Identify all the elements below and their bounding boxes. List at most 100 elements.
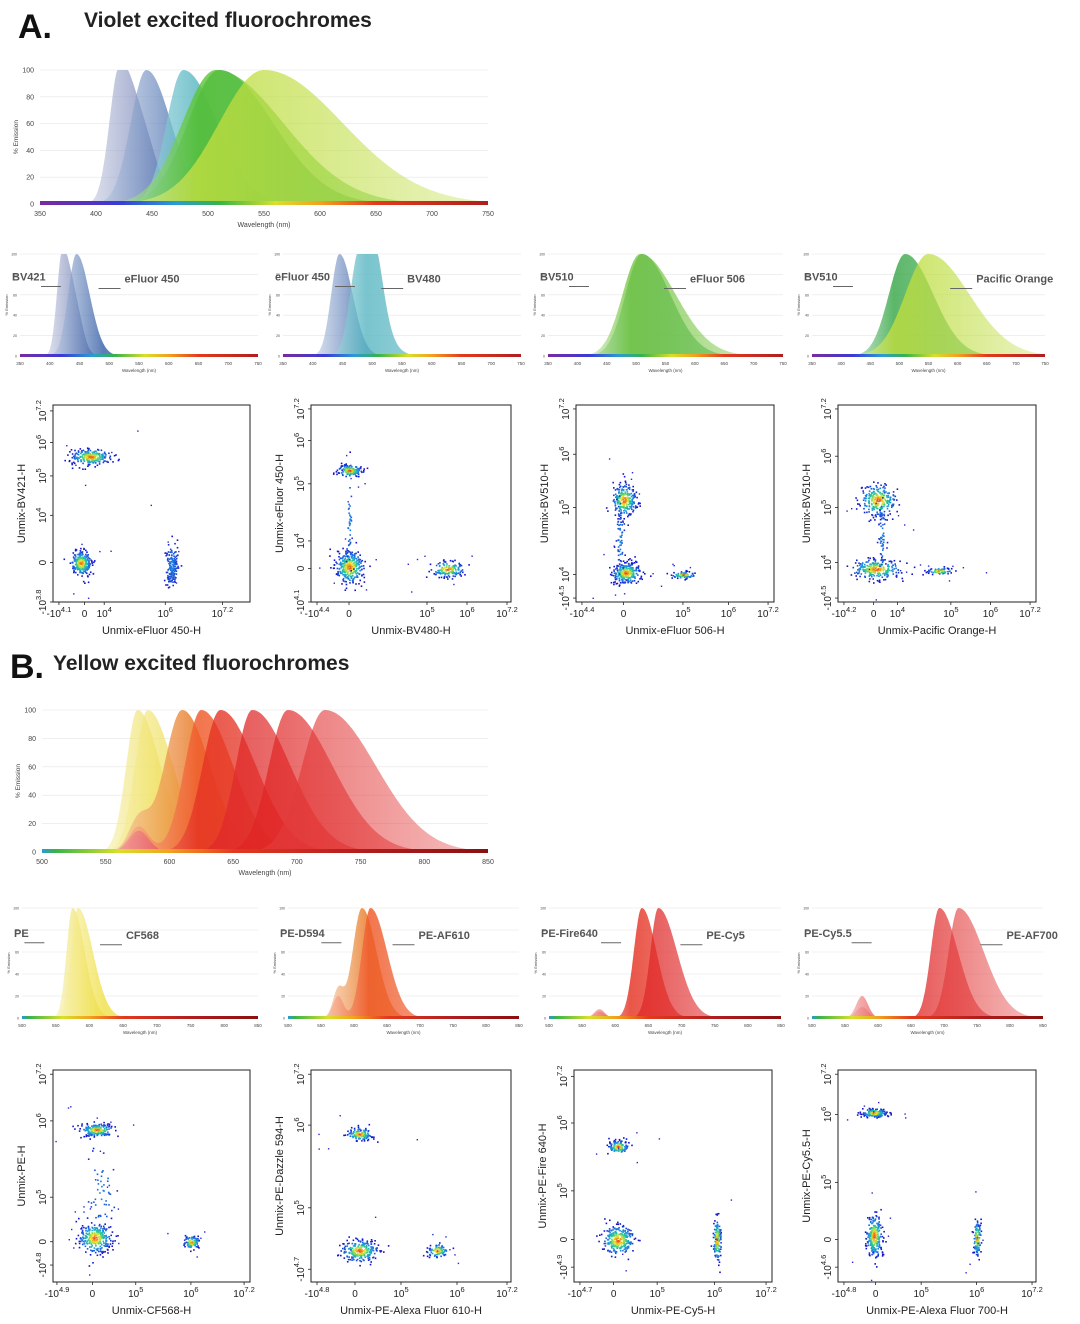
section-a-dot-plot-4-cluster-0 bbox=[846, 481, 915, 531]
section-b-dot-plot-3-ytick: 105 bbox=[555, 1183, 570, 1198]
section-a-dot-plot-3-ytick: 105 bbox=[557, 500, 572, 515]
section-a-dot-plot-1: -104.1 0 104 106 107.2 -103.8 0 104 105 106 107.2 U… bbox=[16, 400, 251, 637]
section-a-dot-plot-1-xtick: 104 bbox=[97, 605, 112, 620]
section-b-mini-spectrum-4-ytick: 100 bbox=[803, 907, 809, 911]
section-a-dot-plot-1-xlabel: Unmix-eFluor 450-H bbox=[102, 625, 201, 637]
section-a-mini-spectrum-3-ylabel: % Emission bbox=[532, 295, 537, 316]
section-b-mini-spectrum-1-ytick: 100 bbox=[13, 907, 19, 911]
section-a-dot-plot-3-ytick: -104.5 bbox=[557, 586, 572, 611]
section-a-mini-spectrum-1-xtick: 550 bbox=[135, 361, 143, 366]
section-b-dot-plot-1-ytick: 0 bbox=[38, 1239, 49, 1245]
section-a-spectrum: 350 400 450 500 550 600 650 700 750 0 20 40 60 80 100 W… bbox=[13, 68, 494, 230]
section-a-mini-spectrum-4-ytick: 100 bbox=[803, 253, 809, 257]
section-a-dot-plot-4-ytick: 105 bbox=[819, 500, 834, 515]
section-b-mini-spectrum-3-ytick: 40 bbox=[542, 973, 546, 977]
section-b-dot-plot-2-xtick: 107.2 bbox=[496, 1285, 518, 1300]
section-b-dot-plot-3-ytick: -104.9 bbox=[555, 1255, 570, 1280]
section-b-mini-spectrum-3-xtick: 600 bbox=[612, 1023, 620, 1028]
section-b-mini-spectrum-4-xtick: 500 bbox=[808, 1023, 816, 1028]
section-b-mini-spectrum-3-xlabel: Wavelength (nm) bbox=[648, 1030, 683, 1035]
section-b-dot-plot-3-ylabel: Unmix-PE-Fire 640-H bbox=[537, 1123, 549, 1228]
section-b-mini-spectrum-1-xtick: 700 bbox=[153, 1023, 161, 1028]
section-b-mini-spectrum-2-series-0 bbox=[288, 908, 519, 1018]
section-b-dot-plot-2-frame bbox=[310, 1069, 512, 1283]
section-b-dot-plot-2-xtick: 0 bbox=[352, 1289, 358, 1300]
section-a-spectrum-ylabel: % Emission bbox=[13, 120, 20, 154]
section-b-mini-spectrum-1-series-0 bbox=[22, 908, 258, 1018]
section-a-dot-plot-2-xtick: 107.2 bbox=[496, 605, 518, 620]
section-b-spectrum-xtick: 700 bbox=[291, 859, 303, 866]
section-a-mini-spectrum-3-xtick: 500 bbox=[632, 361, 640, 366]
section-b-mini-spectrum-1-series-1 bbox=[22, 908, 258, 1018]
section-a-dot-plot-3: -104.4 0 105 106 107.2 -104.5 104 105 106 107.2 Un… bbox=[539, 398, 779, 637]
section-a-mini-spectrum-1-xtick: 600 bbox=[165, 361, 173, 366]
section-b-dot-plot-3-xtick: 105 bbox=[650, 1285, 665, 1300]
section-b-mini-spectrum-2-xlabel: Wavelength (nm) bbox=[386, 1030, 421, 1035]
section-b-mini-spectrum-3-ylabel: % Emission bbox=[533, 953, 538, 974]
section-a-dot-plot-4-cluster-2 bbox=[899, 564, 988, 582]
section-a-mini-spectrum-3-ytick: 20 bbox=[541, 334, 545, 338]
section-a-dot-plot-3-frame bbox=[575, 404, 775, 603]
section-a-dot-plot-1-xtick: 106 bbox=[158, 605, 173, 620]
section-b-dot-plot-3-xtick: 0 bbox=[611, 1289, 617, 1300]
section-b-mini-spectrum-2-xtick: 550 bbox=[317, 1023, 325, 1028]
section-a-mini-spectrum-4-xtick: 500 bbox=[896, 361, 904, 366]
section-a-mini-spectrum-4-ylabel: % Emission bbox=[796, 295, 801, 316]
section-a-mini-spectrum-2-series-1 bbox=[283, 254, 521, 356]
section-a-mini-spectrum-4-xtick: 400 bbox=[837, 361, 845, 366]
section-b-mini-spectrum-1-xtick: 850 bbox=[254, 1023, 262, 1028]
section-b-spectrum-xtick: 600 bbox=[164, 859, 176, 866]
section-a-dot-plot-2-cluster-3 bbox=[344, 451, 355, 572]
section-a-dot-plot-4-xtick: 0 bbox=[871, 609, 877, 620]
section-a-mini-spectrum-4-xtick: 750 bbox=[1041, 361, 1049, 366]
section-b-spectrum-xtick: 550 bbox=[100, 859, 112, 866]
section-a-spectrum-ytick: 80 bbox=[26, 94, 34, 101]
section-b-dot-plot-4-ytick: 105 bbox=[819, 1175, 834, 1190]
section-a-spectrum-xtick: 600 bbox=[314, 211, 326, 218]
section-b-dot-plot-4-xtick: -104.8 bbox=[831, 1285, 856, 1300]
section-a-spectrum-ytick: 100 bbox=[22, 68, 34, 75]
section-a-mini-spectrum-1-ylabel: % Emission bbox=[4, 295, 9, 316]
section-a-mini-spectrum-2-xtick: 550 bbox=[398, 361, 406, 366]
section-b-spectrum-xtick: 500 bbox=[36, 859, 48, 866]
section-b-dot-plot-1-ytick: -104.8 bbox=[34, 1253, 49, 1278]
section-b-mini-spectrum-4-xtick: 600 bbox=[874, 1023, 882, 1028]
section-b-mini-spectrum-2-xtick: 700 bbox=[416, 1023, 424, 1028]
section-a-dot-plot-1-ylabel: Unmix-BV421-H bbox=[16, 464, 28, 544]
section-b-mini-spectrum-3-ytick: 100 bbox=[540, 907, 546, 911]
section-b-mini-spectrum-1-xtick: 600 bbox=[86, 1023, 94, 1028]
section-b-mini-spectrum-1-xtick: 500 bbox=[18, 1023, 26, 1028]
section-b-dot-plot-1-xtick: -104.9 bbox=[44, 1285, 69, 1300]
section-a-mini-spectrum-4-ytick: 0 bbox=[807, 355, 809, 359]
section-a-dot-plot-3-xtick: -104.4 bbox=[569, 605, 594, 620]
section-b-spectrum-xtick: 750 bbox=[355, 859, 367, 866]
section-b-dot-plot-1-ylabel: Unmix-PE-H bbox=[16, 1145, 28, 1206]
section-b-mini-spectrum-3-wavelength-bar bbox=[549, 1016, 781, 1019]
section-b-spectrum-series-pe-cy5 bbox=[42, 710, 488, 852]
section-b-spectrum-ytick: 0 bbox=[32, 850, 36, 857]
section-b-mini-spectrum-1-label-right: CF568 bbox=[126, 930, 159, 942]
section-a-mini-spectrum-1-xtick: 400 bbox=[46, 361, 54, 366]
section-b-dot-plot-1-xtick: 106 bbox=[183, 1285, 198, 1300]
section-b-dot-plot-1-ytick: 107.2 bbox=[34, 1063, 49, 1085]
section-b-mini-spectrum-1-xlabel: Wavelength (nm) bbox=[123, 1030, 158, 1035]
section-b-dot-plot-4-ylabel: Unmix-PE-Cy5.5-H bbox=[801, 1129, 813, 1223]
section-b-dot-plot-1-xlabel: Unmix-CF568-H bbox=[112, 1305, 192, 1317]
section-a-mini-spectrum-1-xtick: 750 bbox=[254, 361, 262, 366]
section-a-mini-spectrum-1-ytick: 100 bbox=[11, 253, 17, 257]
section-b-mini-spectrum-4-series-1 bbox=[812, 908, 1043, 1018]
section-a-mini-spectrum-2-label-right: BV480 bbox=[407, 274, 441, 286]
section-a-dot-plot-3-ytick: 104 bbox=[557, 567, 572, 582]
section-a-dot-plot-1-ytick: 0 bbox=[38, 559, 49, 565]
section-b-mini-spectrum-1-xtick: 750 bbox=[187, 1023, 195, 1028]
section-a-mini-spectrum-3-xtick: 350 bbox=[544, 361, 552, 366]
section-a-dot-plot-3-ylabel: Unmix-BV510-H bbox=[539, 464, 551, 544]
section-a-spectrum-ytick: 60 bbox=[26, 121, 34, 128]
section-b-dot-plot-2-ytick: -104.7 bbox=[292, 1257, 307, 1282]
section-a-mini-spectrum-2-wavelength-bar bbox=[283, 354, 521, 357]
section-b-mini-spectrum-1-ylabel: % Emission bbox=[6, 953, 11, 974]
section-b-dot-plot-4-xtick: 107.2 bbox=[1021, 1285, 1043, 1300]
section-b-letter: B. bbox=[10, 648, 44, 686]
section-b-mini-spectrum-2-label-left: PE-D594 bbox=[280, 928, 326, 940]
section-b-mini-spectrum-3-xtick: 750 bbox=[711, 1023, 719, 1028]
